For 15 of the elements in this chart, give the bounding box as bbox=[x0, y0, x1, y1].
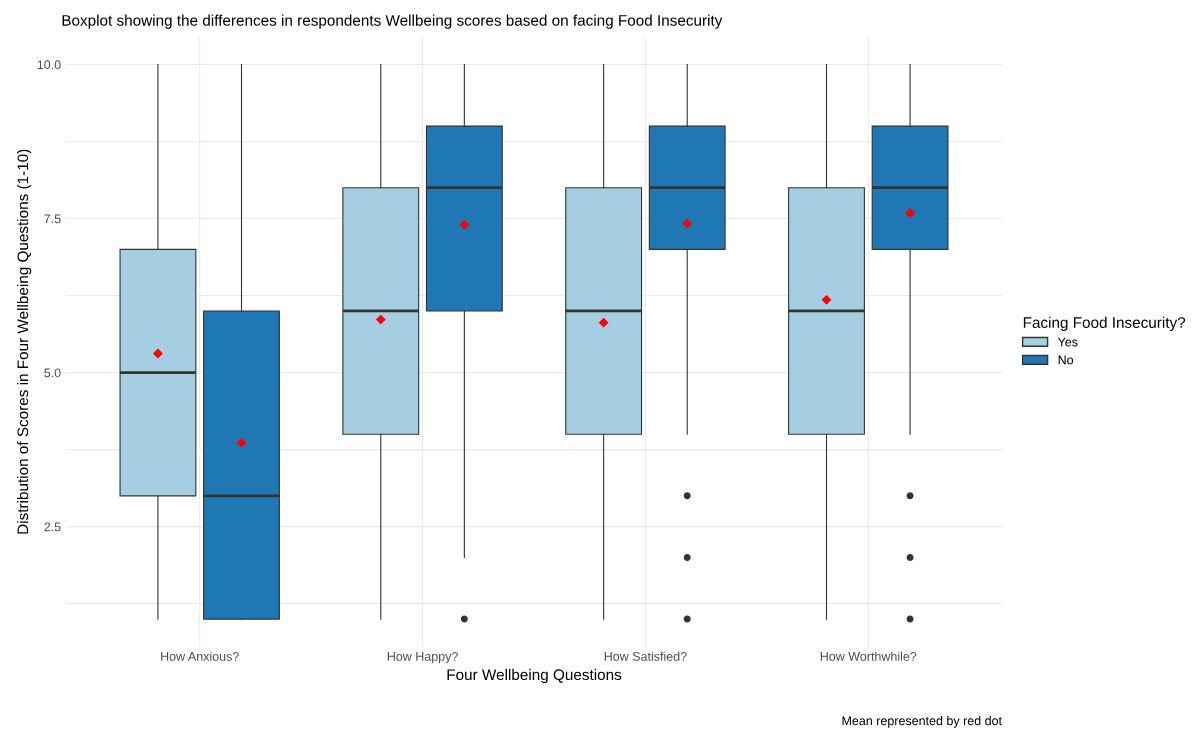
y-tick-label: 5.0 bbox=[44, 368, 61, 378]
y-axis-title: Distribution of Scores in Four Wellbeing Questions (1-10) bbox=[17, 149, 32, 534]
legend-label: No bbox=[1058, 355, 1074, 365]
legend-label: Yes bbox=[1057, 337, 1078, 347]
x-axis-title: Four Wellbeing Questions bbox=[447, 668, 622, 684]
chart-title: Boxplot showing the differences in respondents Wellbeing scores based on facing Food Insecurity bbox=[62, 14, 723, 29]
x-tick-label: How Worthwhile? bbox=[820, 651, 917, 661]
y-tick-label: 2.5 bbox=[44, 522, 61, 532]
x-tick-label: How Satisfied? bbox=[604, 651, 687, 661]
y-tick-label: 7.5 bbox=[44, 214, 61, 224]
x-tick-label: How Anxious? bbox=[161, 651, 239, 661]
x-tick-label: How Happy? bbox=[387, 651, 458, 664]
y-tick-label: 10.0 bbox=[37, 60, 61, 70]
legend-title: Facing Food Insecurity? bbox=[1023, 316, 1186, 331]
text: Mean represented by red dot bbox=[842, 716, 1002, 728]
